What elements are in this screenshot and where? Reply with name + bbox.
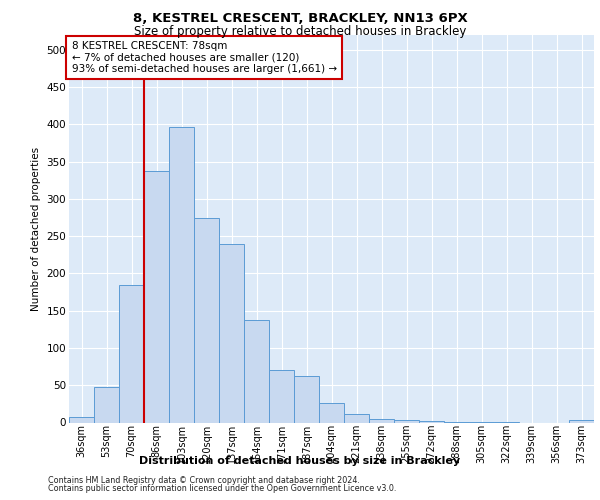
Bar <box>344 414 369 422</box>
Bar <box>219 244 244 422</box>
Text: 8 KESTREL CRESCENT: 78sqm
← 7% of detached houses are smaller (120)
93% of semi-: 8 KESTREL CRESCENT: 78sqm ← 7% of detach… <box>71 41 337 74</box>
Bar <box>144 170 169 422</box>
Bar <box>194 218 219 422</box>
Text: Distribution of detached houses by size in Brackley: Distribution of detached houses by size … <box>139 456 461 466</box>
Bar <box>319 403 344 422</box>
Bar <box>419 421 444 422</box>
Bar <box>269 370 294 422</box>
Bar <box>394 420 419 422</box>
Bar <box>569 420 594 422</box>
Bar <box>94 388 119 422</box>
Bar <box>69 416 94 422</box>
Bar <box>369 419 394 422</box>
Bar <box>169 126 194 422</box>
Text: 8, KESTREL CRESCENT, BRACKLEY, NN13 6PX: 8, KESTREL CRESCENT, BRACKLEY, NN13 6PX <box>133 12 467 26</box>
Text: Contains public sector information licensed under the Open Government Licence v3: Contains public sector information licen… <box>48 484 397 493</box>
Bar <box>119 284 144 422</box>
Y-axis label: Number of detached properties: Number of detached properties <box>31 146 41 311</box>
Text: Contains HM Land Registry data © Crown copyright and database right 2024.: Contains HM Land Registry data © Crown c… <box>48 476 360 485</box>
Text: Size of property relative to detached houses in Brackley: Size of property relative to detached ho… <box>134 25 466 38</box>
Bar <box>294 376 319 422</box>
Bar <box>244 320 269 422</box>
